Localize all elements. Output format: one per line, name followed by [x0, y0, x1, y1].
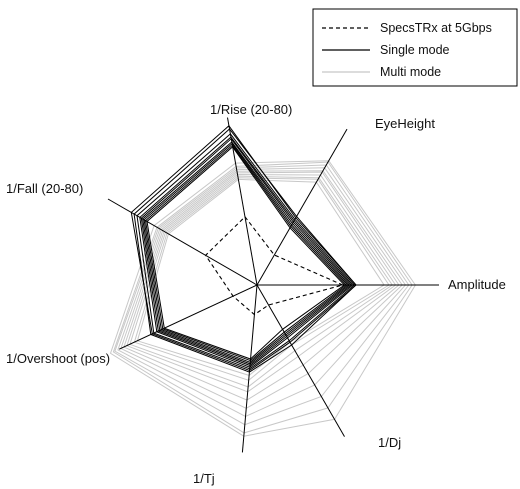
series-polygon-single-mode-7: [144, 144, 347, 362]
legend-label-single: Single mode: [380, 43, 450, 57]
legend-label-spec: SpecsTRx at 5Gbps: [380, 21, 492, 35]
axis-label-1-tj: 1/Tj: [193, 471, 215, 486]
series-polygon-single-mode-9: [130, 125, 357, 372]
series-polygon-multi-mode-5: [120, 170, 403, 409]
axis-line-1-overshoot-pos: [118, 284, 258, 350]
axis-label-1-overshoot-pos: 1/Overshoot (pos): [6, 351, 110, 366]
series-polygon-multi-mode-3: [114, 164, 410, 426]
axis-label-1-rise-20-80: 1/Rise (20-80): [210, 102, 292, 117]
axis-line-eyeheight: [256, 128, 348, 286]
series-polygon-single-mode-2: [136, 133, 356, 370]
series-polygon-multi-mode-1: [109, 160, 416, 437]
series-polygon-single-mode-4: [140, 138, 352, 367]
series-polygon-single-mode-5: [142, 141, 351, 365]
legend-box: [312, 8, 518, 87]
series-polygon-multi-mode-7: [126, 173, 397, 393]
series-polygon-specstrx-at-5gbps-1: [204, 215, 345, 316]
series-polygon-multi-mode-4: [117, 167, 407, 418]
single-mode-series-group: [130, 125, 357, 373]
axis-labels: Amplitude EyeHeight 1/Rise (20-80) 1/Fall (…: [6, 102, 506, 486]
axis-line-1-dj: [256, 284, 345, 437]
series-polygon-single-mode-3: [139, 136, 354, 368]
series-polygon-multi-mode-6: [123, 171, 400, 401]
series-polygon-single-mode-6: [143, 142, 349, 363]
axis-label-amplitude: Amplitude: [448, 277, 506, 292]
legend-label-multi: Multi mode: [380, 65, 441, 79]
legend: SpecsTRx at 5Gbps Single mode Multi mode: [312, 8, 518, 87]
axis-label-eyeheight: EyeHeight: [375, 116, 435, 131]
axis-line-1-fall-20-80: [107, 198, 258, 286]
radar-axes: [107, 117, 439, 453]
spec-series-group: [204, 215, 345, 316]
axis-line-1-tj: [241, 284, 258, 453]
series-polygon-single-mode-8: [146, 146, 346, 360]
series-polygon-multi-mode-2: [112, 161, 413, 434]
axis-line-1-rise-20-80: [227, 117, 258, 286]
axis-label-1-fall-20-80: 1/Fall (20-80): [6, 181, 83, 196]
axis-label-1-dj: 1/Dj: [378, 435, 401, 450]
